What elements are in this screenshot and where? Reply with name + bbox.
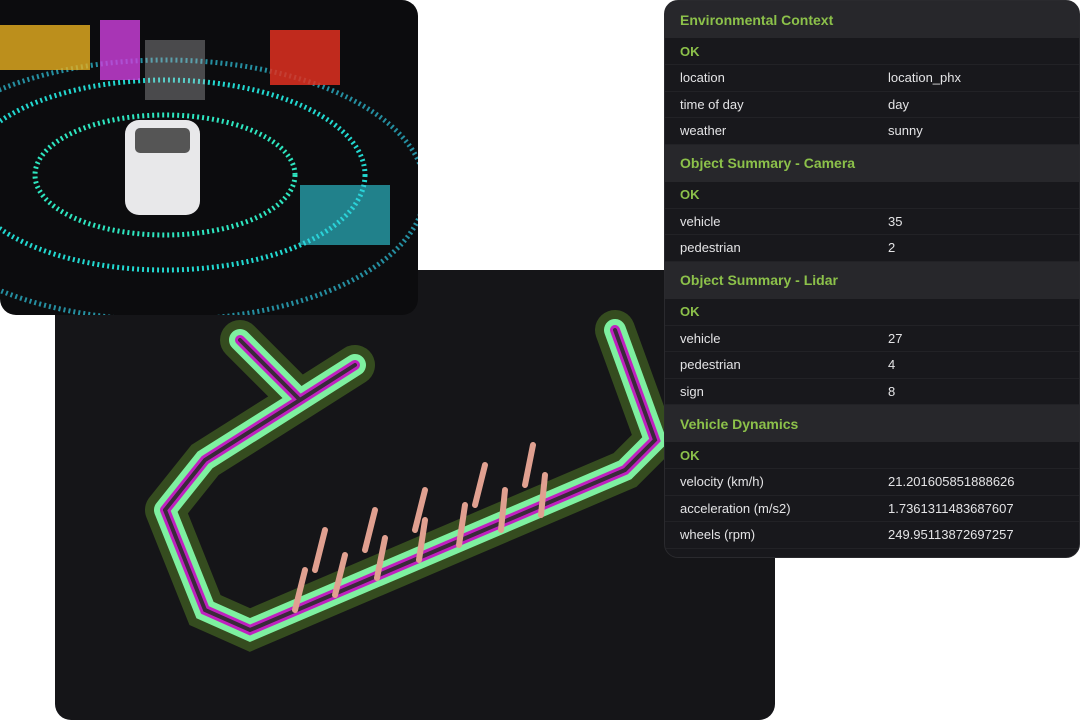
row-key: vehicle: [680, 330, 721, 346]
row-value: sunny: [888, 123, 923, 139]
row-value: day: [888, 96, 909, 112]
section-header: Object Summary - Camera: [665, 144, 1079, 182]
row-key: vehicle: [680, 213, 721, 229]
row-value: 35: [888, 213, 903, 229]
row-key: wheels (rpm): [680, 527, 756, 543]
table-row: weather sunny: [665, 118, 1079, 145]
row-value: location_phx: [888, 70, 961, 86]
section-header: Vehicle Dynamics: [665, 405, 1079, 442]
semantic-map-view[interactable]: [55, 270, 775, 720]
row-key: sign: [680, 383, 704, 399]
map-render: [145, 310, 679, 652]
row-key: location: [680, 70, 725, 86]
table-row: sign 8: [665, 379, 1079, 405]
row-key: pedestrian: [680, 240, 741, 256]
status-ok: OK: [665, 299, 1079, 326]
row-value: 4: [888, 357, 896, 373]
row-key: weather: [680, 123, 727, 139]
row-value: 2: [888, 240, 896, 256]
lidar-render: [0, 20, 418, 315]
status-ok: OK: [665, 442, 1079, 469]
row-value: 249.95113872697257: [888, 527, 1014, 543]
row-key: velocity (km/h): [680, 474, 764, 490]
section-header: Environmental Context: [665, 1, 1079, 38]
table-row: vehicle 27: [665, 326, 1079, 352]
status-ok: OK: [665, 182, 1079, 209]
status-ok: OK: [665, 38, 1079, 65]
table-row: time of day day: [665, 92, 1079, 118]
lidar-3d-view[interactable]: [0, 0, 418, 315]
row-key: time of day: [680, 96, 744, 112]
table-row: wheels (rpm) 249.95113872697257: [665, 522, 1079, 549]
row-value: 1.7361311483687607: [888, 500, 1014, 516]
row-value: 21.201605851888626: [888, 474, 1015, 490]
table-row: vehicle 35: [665, 209, 1079, 235]
row-value: 8: [888, 383, 896, 399]
row-key: pedestrian: [680, 357, 741, 373]
table-row: velocity (km/h) 21.201605851888626: [665, 469, 1079, 496]
table-row: location location_phx: [665, 65, 1079, 92]
row-key: acceleration (m/s2): [680, 500, 791, 516]
section-header: Object Summary - Lidar: [665, 261, 1079, 299]
row-value: 27: [888, 330, 903, 346]
metadata-panel: Environmental Context OK location location_…: [664, 0, 1080, 558]
table-row: acceleration (m/s2) 1.7361311483687607: [665, 496, 1079, 522]
table-row: pedestrian 4: [665, 352, 1079, 379]
table-row: pedestrian 2: [665, 235, 1079, 262]
